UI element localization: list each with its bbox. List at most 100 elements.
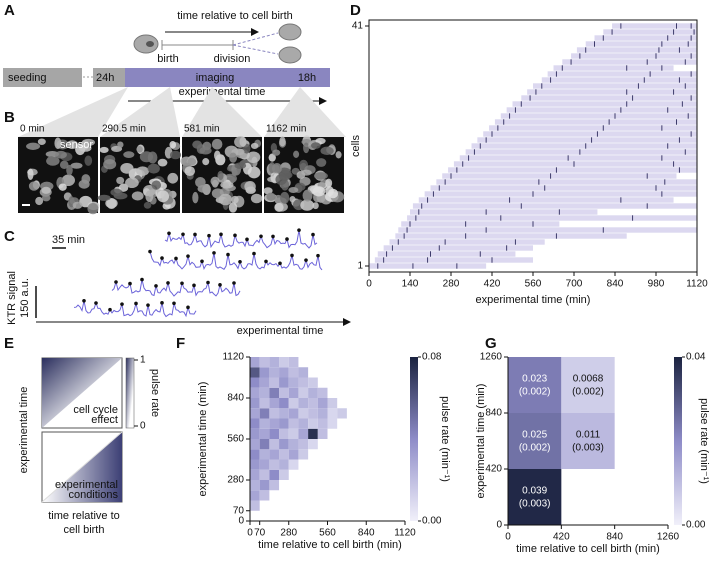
colorbar-tick: 1 xyxy=(140,355,146,366)
nucleus xyxy=(146,41,154,47)
cell xyxy=(110,188,123,197)
heatmap-cell xyxy=(308,408,318,419)
cell xyxy=(123,151,135,158)
cell-lifetime xyxy=(512,101,697,107)
heatmap-cell xyxy=(269,408,280,419)
cell xyxy=(61,174,75,186)
peak xyxy=(154,284,158,288)
heatmap-cell xyxy=(317,408,328,419)
cell xyxy=(37,138,46,145)
cell xyxy=(300,199,315,211)
panel-f: experimental time (min) time relative to… xyxy=(197,352,451,551)
x-tick-label: 0 xyxy=(247,528,253,539)
cell-value: 0.025 xyxy=(522,430,547,441)
y-tick-label: 0 xyxy=(496,520,502,531)
cell-lifetime xyxy=(500,113,697,119)
colorbar-label: pulse rate (min⁻¹) xyxy=(698,398,710,484)
cell xyxy=(268,153,276,162)
heatmap-cell xyxy=(269,387,280,398)
heatmap-cell xyxy=(561,357,615,413)
peak xyxy=(218,283,222,287)
cell-lifetime xyxy=(571,53,697,59)
cell xyxy=(266,192,276,201)
heatmap-cell xyxy=(327,418,338,429)
heatmap-cell xyxy=(288,459,299,470)
panel-letter: A xyxy=(4,2,15,19)
cell-error: (0.002) xyxy=(519,443,551,454)
x-tick-label: 840 xyxy=(607,279,624,290)
cell-lifetime xyxy=(562,59,697,65)
cell-lifetime xyxy=(483,131,697,137)
heatmap-cell xyxy=(288,408,299,419)
cell-lifetime xyxy=(594,35,697,41)
cell-lifetime xyxy=(547,71,697,77)
heatmap-cell xyxy=(250,469,260,480)
trace xyxy=(73,300,197,318)
cell-error: (0.002) xyxy=(519,387,551,398)
colorbar-tick: 0 xyxy=(140,421,146,432)
heatmap-cell xyxy=(317,418,328,429)
cell xyxy=(210,176,220,186)
cell-icon xyxy=(278,23,302,41)
cell xyxy=(169,150,182,160)
heatmap-cell xyxy=(279,418,289,429)
peak xyxy=(160,301,164,305)
cell xyxy=(231,195,239,204)
trace xyxy=(111,279,241,297)
line xyxy=(232,32,279,46)
cell xyxy=(27,168,34,181)
cell xyxy=(54,137,62,149)
heatmap-cell xyxy=(308,398,318,409)
cell xyxy=(136,166,150,176)
time-label: 0 min xyxy=(20,124,44,135)
x-tick-label: 980 xyxy=(648,279,665,290)
cell xyxy=(313,172,328,180)
cell xyxy=(106,198,117,209)
cell-lifetime xyxy=(389,239,545,245)
heatmap-cell xyxy=(259,387,270,398)
cell xyxy=(335,151,342,159)
cell xyxy=(103,159,117,170)
heatmap-cell xyxy=(250,500,260,511)
cell-value: 0.039 xyxy=(522,486,547,497)
cell xyxy=(244,180,256,193)
note: effect xyxy=(91,414,118,426)
heatmap-cell xyxy=(269,469,280,480)
panel-b: 0 min 290.5 min 581 min 1162 min sensor xyxy=(18,124,345,215)
text: division xyxy=(214,53,251,65)
zoom xyxy=(182,87,262,137)
text: birth xyxy=(157,53,178,65)
heatmap-cell xyxy=(269,377,280,388)
heatmap-cell xyxy=(317,428,328,439)
y-label: cells xyxy=(350,135,362,158)
heatmap-cell xyxy=(298,377,309,388)
heatmap-cell xyxy=(259,398,270,409)
y-tick-label: 280 xyxy=(227,475,244,486)
cell xyxy=(26,142,41,150)
y-label: experimental time xyxy=(18,387,30,474)
heatmap-cell xyxy=(298,428,309,439)
peak xyxy=(290,253,294,258)
cell-lifetime xyxy=(424,191,697,197)
y-label: experimental time (min) xyxy=(475,384,487,499)
heatmap-cell xyxy=(250,377,260,388)
heatmap-cell xyxy=(288,418,299,429)
heatmap-cell xyxy=(298,408,309,419)
heatmap-cell xyxy=(279,439,289,450)
peak xyxy=(192,283,196,288)
cell xyxy=(272,149,281,156)
cell xyxy=(293,150,300,158)
x-label: cell birth xyxy=(64,524,105,536)
panel-letter: G xyxy=(485,335,497,352)
x-tick-label: 1120 xyxy=(394,528,416,539)
peak xyxy=(146,303,150,307)
x-tick-label: 420 xyxy=(484,279,501,290)
note: conditions xyxy=(68,489,118,501)
scale-label: 150 a.u. xyxy=(19,278,31,318)
image-label: sensor xyxy=(60,139,93,151)
peak xyxy=(193,232,197,237)
cell-lifetime xyxy=(521,95,697,101)
cell-lifetime xyxy=(436,179,697,185)
cell xyxy=(315,137,326,145)
x-tick-label: 1260 xyxy=(657,532,680,543)
